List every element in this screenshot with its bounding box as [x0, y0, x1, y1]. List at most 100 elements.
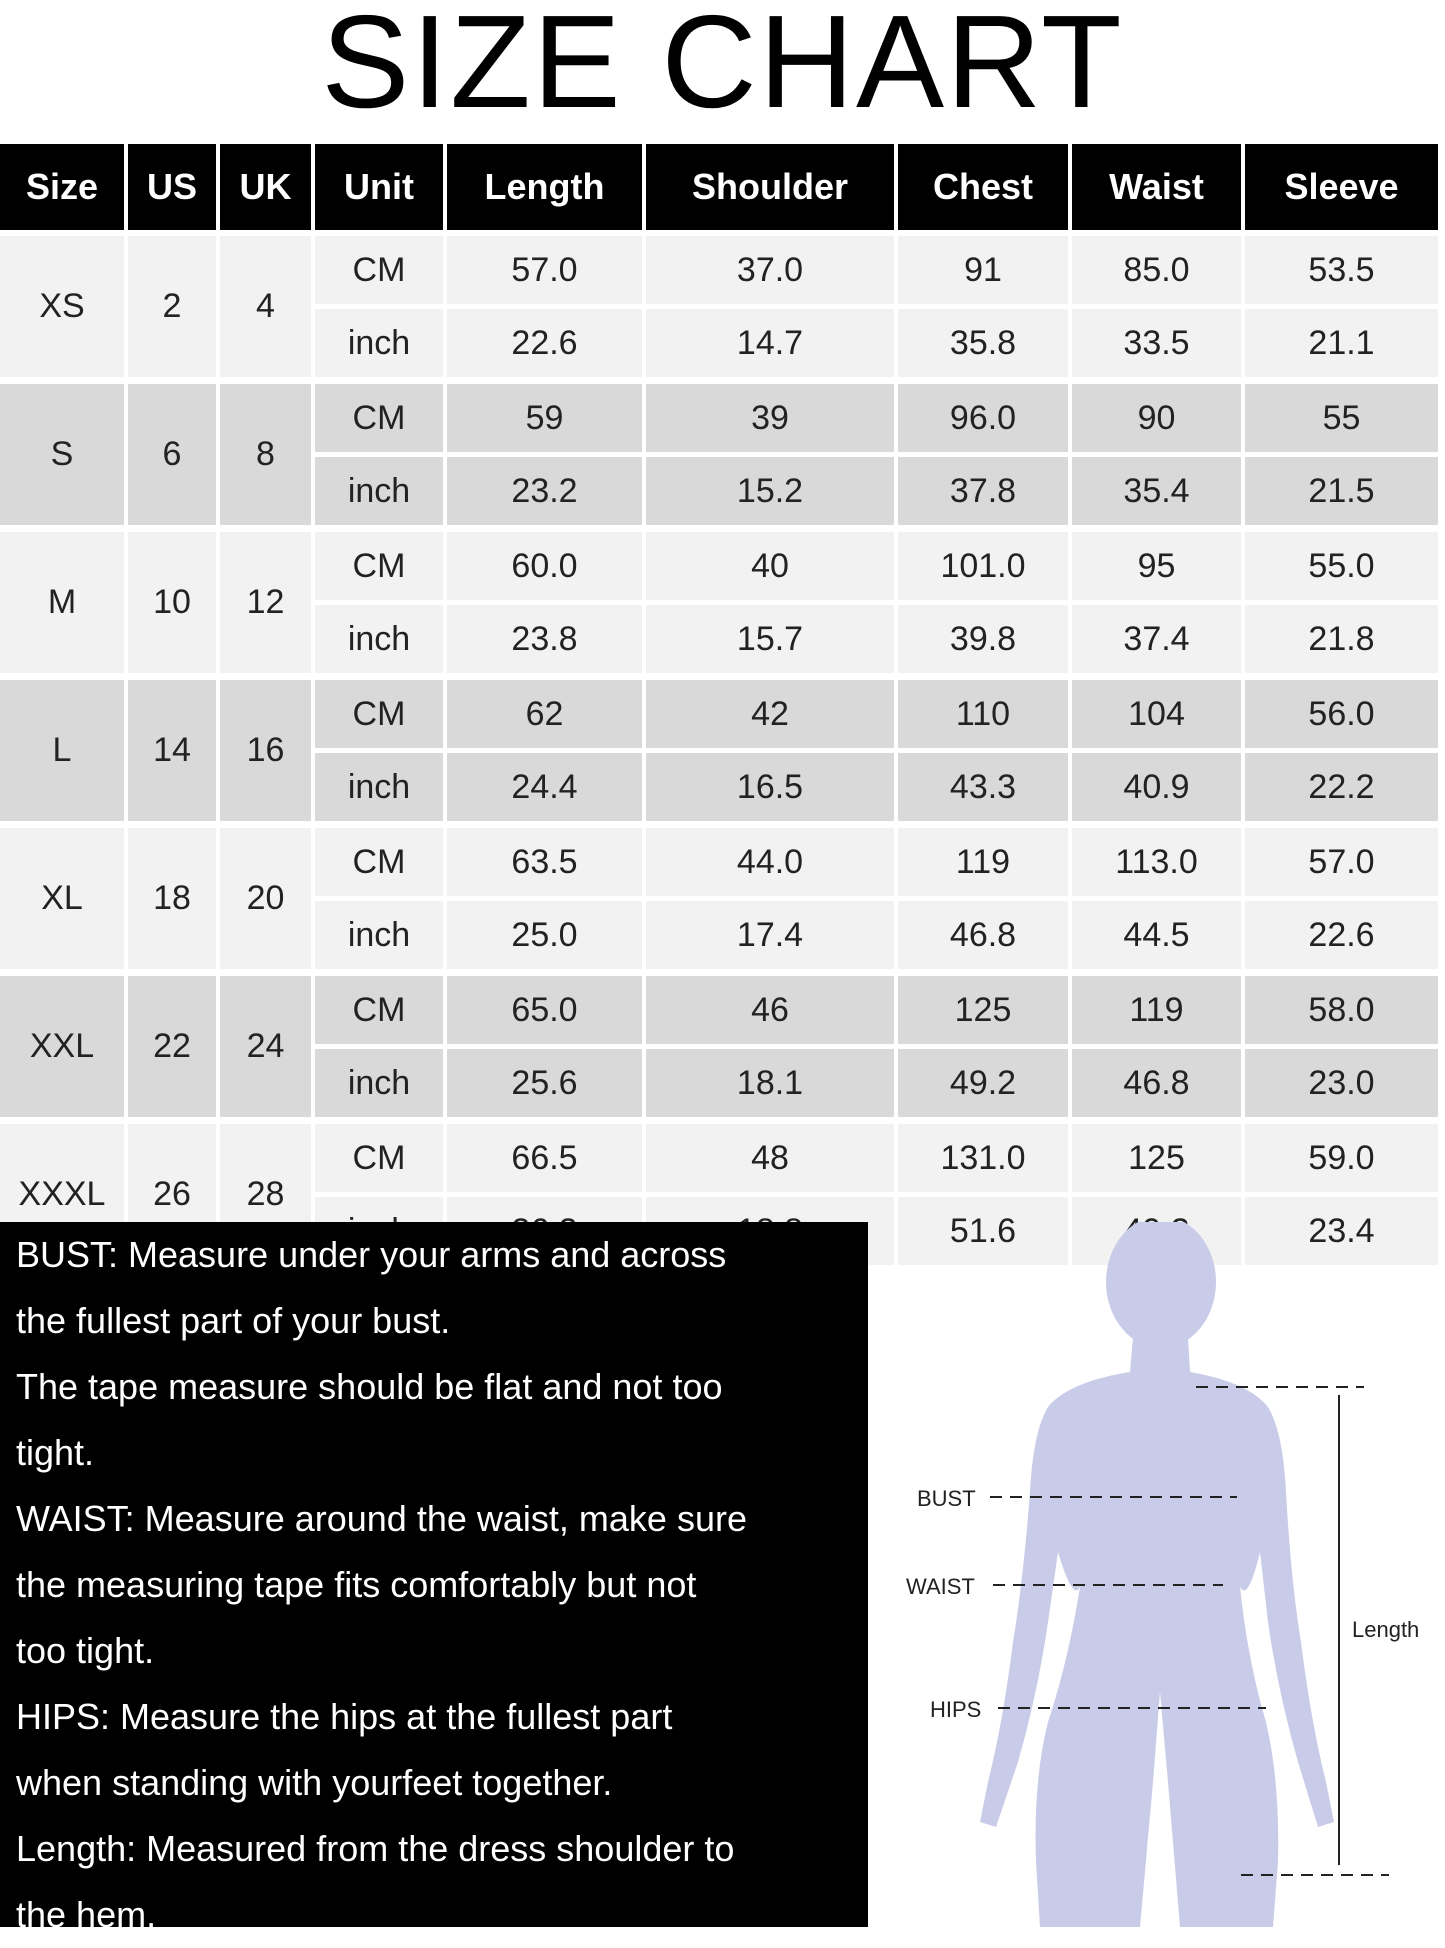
inch-value-cell: 22.6: [447, 309, 642, 377]
unit-cell: inch: [315, 309, 443, 377]
cm-value-cell: 125: [898, 976, 1068, 1044]
length-label: Length: [1352, 1617, 1420, 1642]
inch-value-cell: 37.4: [1072, 605, 1241, 673]
cm-value-cell: 125: [1072, 1124, 1241, 1192]
size-table: Size US UK Unit Length Shoulder Chest Waist Slee…: [0, 144, 1445, 1265]
inch-value-cell: 22.6: [1245, 901, 1438, 969]
size-cell: XL: [0, 828, 124, 969]
unit-cell: CM: [315, 236, 443, 304]
bust-label: BUST: [917, 1486, 976, 1511]
inch-value-cell: 15.2: [646, 457, 894, 525]
cm-value-cell: 62: [447, 680, 642, 748]
inch-value-cell: 40.9: [1072, 753, 1241, 821]
silhouette-shape: [980, 1222, 1334, 1927]
instruction-line: BUST: Measure under your arms and across: [16, 1234, 727, 1275]
cm-value-cell: 95: [1072, 532, 1241, 600]
inch-value-cell: 25.0: [447, 901, 642, 969]
inch-value-cell: 49.2: [898, 1049, 1068, 1117]
unit-cell: CM: [315, 976, 443, 1044]
cm-value-cell: 59: [447, 384, 642, 452]
cm-value-cell: 119: [898, 828, 1068, 896]
cm-value-cell: 42: [646, 680, 894, 748]
uk-size-cell: 20: [220, 828, 311, 969]
inch-value-cell: 46.8: [898, 901, 1068, 969]
cm-value-cell: 44.0: [646, 828, 894, 896]
size-cell: XXL: [0, 976, 124, 1117]
unit-cell: CM: [315, 680, 443, 748]
cm-value-cell: 57.0: [1245, 828, 1438, 896]
us-size-cell: 10: [128, 532, 216, 673]
unit-cell: CM: [315, 1124, 443, 1192]
cm-value-cell: 39: [646, 384, 894, 452]
cm-value-cell: 63.5: [447, 828, 642, 896]
cm-value-cell: 37.0: [646, 236, 894, 304]
cm-value-cell: 104: [1072, 680, 1241, 748]
instruction-line: The tape measure should be flat and not …: [16, 1366, 723, 1407]
size-cell: S: [0, 384, 124, 525]
us-size-cell: 14: [128, 680, 216, 821]
cm-value-cell: 55: [1245, 384, 1438, 452]
inch-value-cell: 16.5: [646, 753, 894, 821]
inch-value-cell: 39.8: [898, 605, 1068, 673]
column-header: Waist: [1072, 144, 1241, 230]
cm-value-cell: 66.5: [447, 1124, 642, 1192]
inch-value-cell: 21.1: [1245, 309, 1438, 377]
column-header: UK: [220, 144, 311, 230]
inch-value-cell: 21.8: [1245, 605, 1438, 673]
us-size-cell: 22: [128, 976, 216, 1117]
us-size-cell: 18: [128, 828, 216, 969]
cm-value-cell: 90: [1072, 384, 1241, 452]
inch-value-cell: 23.4: [1245, 1197, 1438, 1265]
cm-value-cell: 119: [1072, 976, 1241, 1044]
waist-label: WAIST: [906, 1574, 975, 1599]
cm-value-cell: 40: [646, 532, 894, 600]
unit-cell: CM: [315, 828, 443, 896]
cm-value-cell: 57.0: [447, 236, 642, 304]
inch-value-cell: 22.2: [1245, 753, 1438, 821]
cm-value-cell: 46: [646, 976, 894, 1044]
cm-value-cell: 60.0: [447, 532, 642, 600]
inch-value-cell: 24.4: [447, 753, 642, 821]
cm-value-cell: 113.0: [1072, 828, 1241, 896]
cm-value-cell: 96.0: [898, 384, 1068, 452]
instruction-line: tight.: [16, 1432, 95, 1473]
cm-value-cell: 131.0: [898, 1124, 1068, 1192]
hips-label: HIPS: [930, 1697, 982, 1722]
column-header: Size: [0, 144, 124, 230]
inch-value-cell: 21.5: [1245, 457, 1438, 525]
unit-cell: inch: [315, 1049, 443, 1117]
unit-cell: inch: [315, 605, 443, 673]
cm-value-cell: 56.0: [1245, 680, 1438, 748]
uk-size-cell: 8: [220, 384, 311, 525]
uk-size-cell: 16: [220, 680, 311, 821]
unit-cell: CM: [315, 532, 443, 600]
column-header: Sleeve: [1245, 144, 1438, 230]
cm-value-cell: 48: [646, 1124, 894, 1192]
inch-value-cell: 37.8: [898, 457, 1068, 525]
us-size-cell: 2: [128, 236, 216, 377]
instruction-line: the fullest part of your bust.: [16, 1300, 451, 1341]
cm-value-cell: 91: [898, 236, 1068, 304]
inch-value-cell: 23.8: [447, 605, 642, 673]
inch-value-cell: 43.3: [898, 753, 1068, 821]
cm-value-cell: 110: [898, 680, 1068, 748]
inch-value-cell: 14.7: [646, 309, 894, 377]
cm-value-cell: 59.0: [1245, 1124, 1438, 1192]
page-title: SIZE CHART: [321, 0, 1124, 135]
cm-value-cell: 53.5: [1245, 236, 1438, 304]
inch-value-cell: 35.4: [1072, 457, 1241, 525]
inch-value-cell: 15.7: [646, 605, 894, 673]
instruction-line: the hem.: [16, 1894, 157, 1935]
inch-value-cell: 44.5: [1072, 901, 1241, 969]
cm-value-cell: 101.0: [898, 532, 1068, 600]
inch-value-cell: 17.4: [646, 901, 894, 969]
unit-cell: inch: [315, 901, 443, 969]
unit-cell: inch: [315, 753, 443, 821]
inch-value-cell: 23.0: [1245, 1049, 1438, 1117]
uk-size-cell: 4: [220, 236, 311, 377]
instruction-line: too tight.: [16, 1630, 155, 1671]
inch-value-cell: 46.8: [1072, 1049, 1241, 1117]
cm-value-cell: 58.0: [1245, 976, 1438, 1044]
inch-value-cell: 33.5: [1072, 309, 1241, 377]
column-header: Chest: [898, 144, 1068, 230]
